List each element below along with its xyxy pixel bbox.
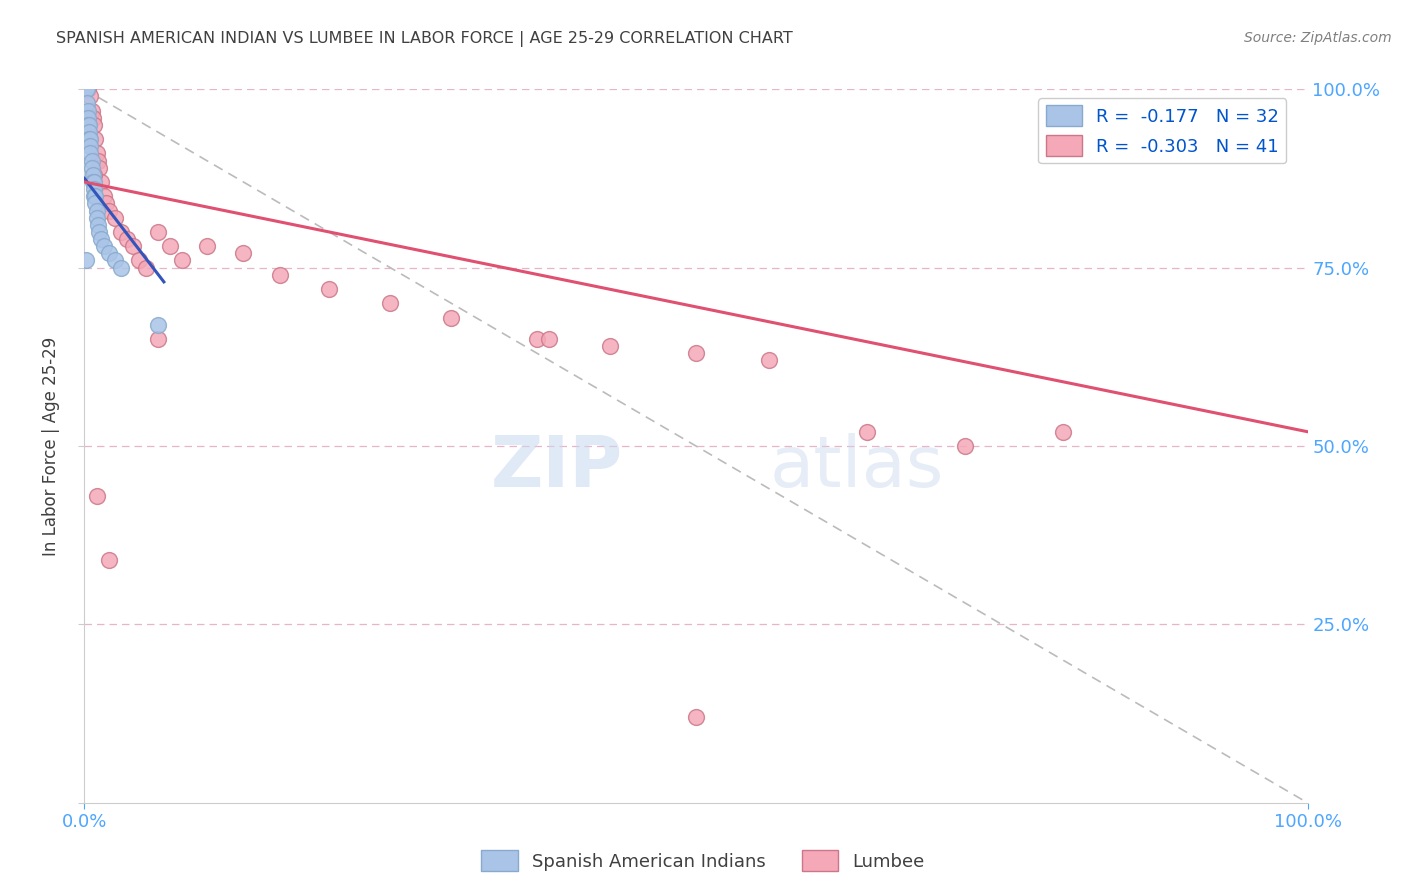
Point: [90, 232, 112, 246]
Point: [97, 553, 120, 567]
Point: [83, 175, 105, 189]
Point: [87, 153, 110, 168]
Point: [97, 246, 120, 260]
Point: [146, 332, 169, 346]
Point: [87, 225, 110, 239]
Point: [77, 118, 100, 132]
Legend: Spanish American Indians, Lumbee: Spanish American Indians, Lumbee: [474, 843, 932, 879]
Point: [953, 439, 976, 453]
Text: ZIP: ZIP: [491, 433, 623, 502]
Point: [77, 103, 100, 118]
Point: [146, 318, 169, 332]
Point: [80, 161, 103, 175]
Point: [79, 146, 101, 161]
Point: [104, 211, 127, 225]
Point: [146, 225, 169, 239]
Point: [135, 260, 157, 275]
Point: [97, 203, 120, 218]
Point: [86, 211, 108, 225]
Point: [83, 168, 105, 182]
Point: [77, 132, 100, 146]
Point: [82, 175, 104, 189]
Point: [159, 239, 181, 253]
Point: [758, 353, 780, 368]
Point: [77, 118, 100, 132]
Point: [232, 246, 254, 260]
Point: [96, 196, 118, 211]
Point: [79, 89, 101, 103]
Point: [526, 332, 548, 346]
Point: [380, 296, 402, 310]
Point: [79, 132, 101, 146]
Point: [76, 96, 98, 111]
Point: [90, 175, 112, 189]
Point: [75, 82, 97, 96]
Point: [93, 239, 115, 253]
Point: [86, 489, 108, 503]
Point: [77, 125, 100, 139]
Point: [83, 182, 105, 196]
Point: [87, 161, 110, 175]
Point: [1052, 425, 1074, 439]
Point: [538, 332, 561, 346]
Point: [83, 189, 105, 203]
Point: [685, 710, 707, 724]
Text: Source: ZipAtlas.com: Source: ZipAtlas.com: [1244, 31, 1392, 45]
Point: [82, 111, 104, 125]
Point: [84, 189, 107, 203]
Point: [318, 282, 340, 296]
Point: [128, 253, 150, 268]
Y-axis label: In Labor Force | Age 25-29: In Labor Force | Age 25-29: [42, 336, 60, 556]
Point: [599, 339, 621, 353]
Point: [84, 132, 107, 146]
Point: [80, 103, 103, 118]
Point: [115, 232, 138, 246]
Point: [86, 203, 108, 218]
Point: [79, 139, 101, 153]
Point: [80, 153, 103, 168]
Point: [122, 239, 145, 253]
Point: [77, 82, 100, 96]
Point: [269, 268, 291, 282]
Point: [84, 196, 107, 211]
Point: [77, 111, 100, 125]
Legend: R =  -0.177   N = 32, R =  -0.303   N = 41: R = -0.177 N = 32, R = -0.303 N = 41: [1039, 98, 1286, 163]
Point: [110, 260, 132, 275]
Point: [86, 146, 108, 161]
Point: [75, 253, 97, 268]
Point: [685, 346, 707, 360]
Point: [195, 239, 218, 253]
Point: [856, 425, 879, 439]
Point: [172, 253, 194, 268]
Point: [104, 253, 127, 268]
Point: [87, 218, 110, 232]
Point: [76, 82, 98, 96]
Point: [93, 189, 115, 203]
Text: atlas: atlas: [769, 433, 943, 502]
Text: SPANISH AMERICAN INDIAN VS LUMBEE IN LABOR FORCE | AGE 25-29 CORRELATION CHART: SPANISH AMERICAN INDIAN VS LUMBEE IN LAB…: [56, 31, 793, 47]
Point: [83, 118, 105, 132]
Point: [110, 225, 132, 239]
Point: [82, 168, 104, 182]
Point: [440, 310, 463, 325]
